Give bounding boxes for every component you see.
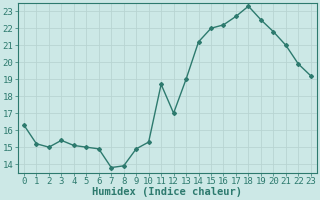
X-axis label: Humidex (Indice chaleur): Humidex (Indice chaleur) xyxy=(92,187,242,197)
